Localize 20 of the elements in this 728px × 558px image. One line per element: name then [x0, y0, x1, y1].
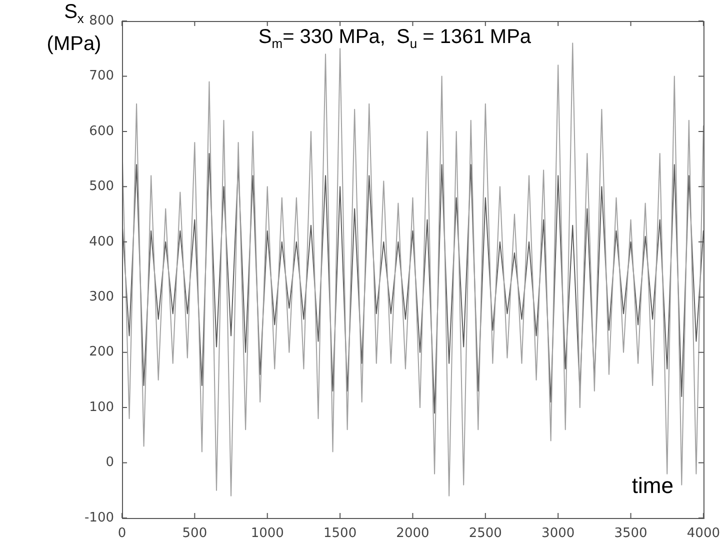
- x-tick-label: 4000: [686, 526, 720, 542]
- y-tick-label: 400: [89, 234, 114, 250]
- y-tick-label: 700: [89, 68, 114, 84]
- y-tick-label: 100: [89, 400, 114, 415]
- y-tick-label: 300: [89, 289, 114, 304]
- x-tick-label: 2000: [396, 526, 430, 542]
- x-tick-label: 2500: [468, 526, 502, 542]
- x-tick-label: 500: [182, 526, 208, 542]
- x-tick-label: 1000: [250, 526, 284, 542]
- x-axis-title: time: [632, 473, 674, 498]
- y-tick-label: -100: [84, 510, 114, 526]
- y-tick-label: 0: [106, 455, 114, 470]
- x-tick-label: 3000: [542, 526, 575, 542]
- x-tick-label: 3500: [614, 526, 648, 542]
- y-tick-label: 500: [89, 179, 114, 194]
- x-tick-label: 1500: [324, 526, 357, 542]
- y-tick-label: 800: [89, 13, 114, 28]
- y-tick-label: 600: [89, 124, 114, 139]
- x-tick-label: 0: [118, 526, 126, 542]
- y-tick-label: 200: [89, 344, 114, 360]
